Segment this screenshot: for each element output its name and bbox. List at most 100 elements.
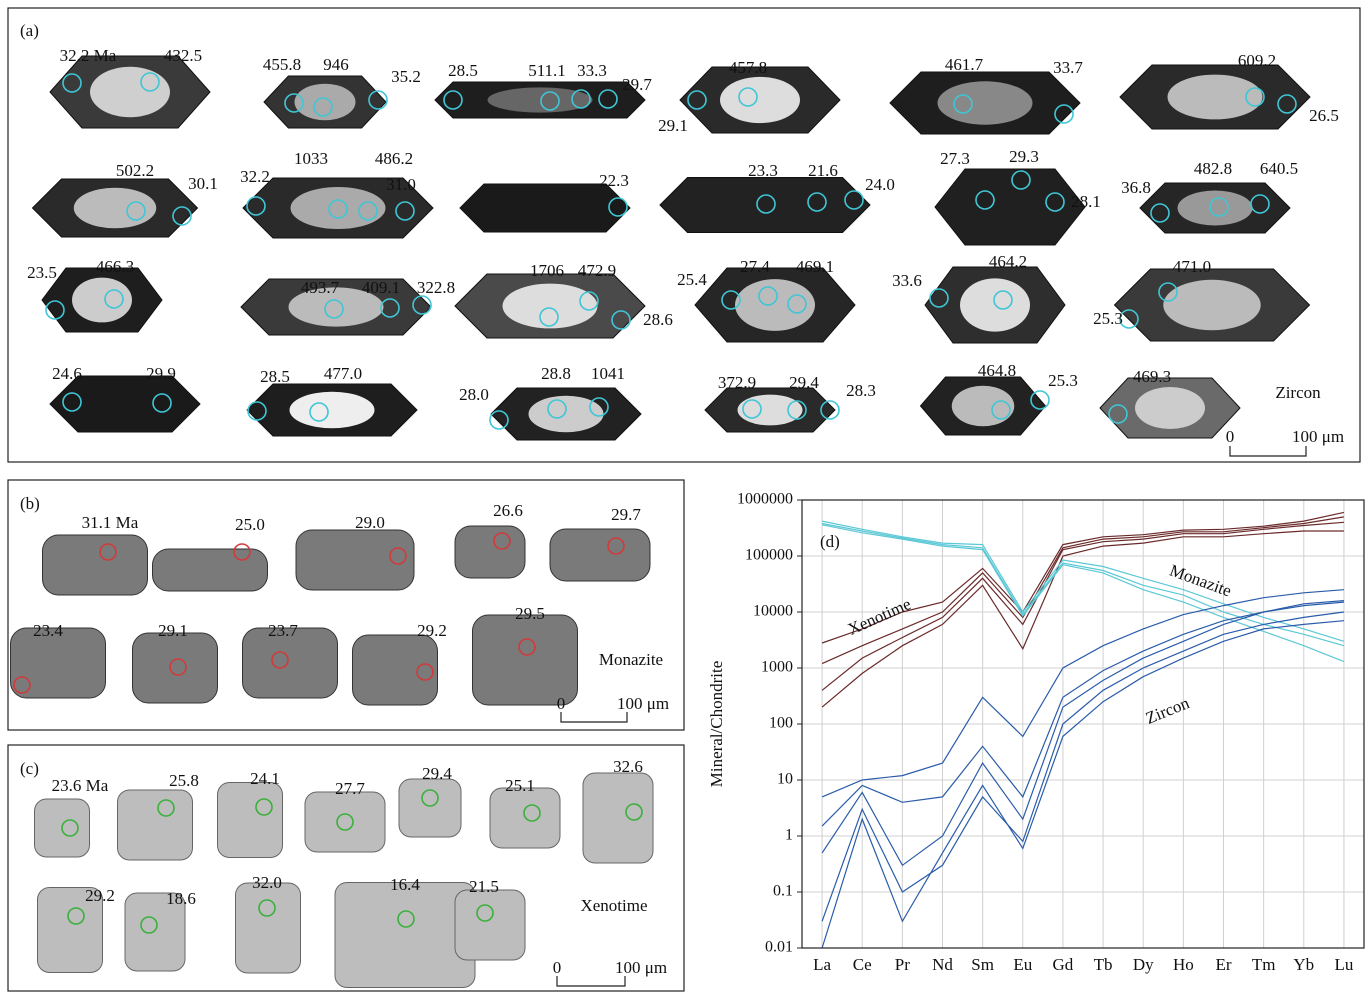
x-tick-label: Lu: [1334, 955, 1353, 974]
age-label: 27.7: [335, 779, 365, 798]
scale-bars: [557, 446, 1306, 986]
y-tick-label: 10000: [753, 603, 793, 620]
scale-label: 100 μm: [615, 958, 667, 977]
age-label: 32.2: [240, 167, 270, 186]
age-label: 466.3: [96, 257, 134, 276]
y-tick-label: 1000: [761, 659, 793, 676]
age-label: 28.8: [541, 364, 571, 383]
y-tick-label: 0.01: [765, 939, 793, 956]
y-tick-label: 1: [785, 827, 793, 844]
ree-line: [822, 602, 1344, 865]
age-label: 27.4: [740, 257, 770, 276]
grain-core: [1168, 75, 1263, 120]
age-label: 477.0: [324, 364, 362, 383]
age-label: 21.5: [469, 877, 499, 896]
page: 32.2 Ma432.5455.894635.228.5511.133.329.…: [0, 0, 1368, 995]
age-label: 25.4: [677, 270, 707, 289]
age-label: 432.5: [164, 46, 202, 65]
age-label: 29.1: [158, 621, 188, 640]
xenotime-grain: [118, 790, 193, 860]
panel-label: (c): [20, 759, 39, 778]
scale-bar: [557, 976, 625, 986]
age-label: 471.0: [1173, 257, 1211, 276]
age-label: 464.2: [989, 252, 1027, 271]
age-label: 1041: [591, 364, 625, 383]
xenotime-grain: [399, 779, 461, 837]
age-label: 25.1: [505, 776, 535, 795]
age-label: 24.6: [52, 364, 82, 383]
age-label: 455.8: [263, 55, 301, 74]
xenotime-grain: [583, 773, 653, 863]
zircon-grain: [50, 376, 200, 432]
x-tick-label: Pr: [895, 955, 910, 974]
age-label: 25.3: [1093, 309, 1123, 328]
scale-label: 0: [553, 958, 562, 977]
x-tick-label: Eu: [1013, 955, 1032, 974]
age-label: 29.2: [85, 886, 115, 905]
x-tick-label: Gd: [1053, 955, 1074, 974]
grain-core: [720, 77, 800, 123]
grain-core: [1178, 191, 1253, 226]
monazite-grain: [550, 529, 650, 581]
age-label: 25.8: [169, 771, 199, 790]
scale-label: 100 μm: [617, 694, 669, 713]
age-label: 493.7: [301, 278, 340, 297]
age-label: 1033: [294, 149, 328, 168]
age-label: 32.6: [613, 757, 643, 776]
zircon-grain: [460, 184, 630, 232]
grain-core: [290, 392, 375, 428]
age-label: 26.6: [493, 501, 523, 520]
ree-line: [822, 524, 1344, 646]
age-label: 29.3: [1009, 147, 1039, 166]
mineral-label: Xenotime: [580, 896, 647, 915]
age-label: 946: [323, 55, 349, 74]
age-label: 18.6: [166, 889, 196, 908]
age-label: 29.4: [789, 373, 819, 392]
age-label: 29.0: [355, 513, 385, 532]
age-label: 33.3: [577, 61, 607, 80]
age-label: 28.6: [643, 310, 673, 329]
scale-bar: [561, 712, 627, 722]
age-label: 482.8: [1194, 159, 1232, 178]
grain-core: [738, 395, 803, 426]
monazite-grain: [133, 633, 218, 703]
age-label: 409.1: [362, 278, 400, 297]
panel-label: (b): [20, 494, 40, 513]
series-annotation: Zircon: [1143, 693, 1193, 728]
age-label: 27.3: [940, 149, 970, 168]
xenotime-grain: [305, 792, 385, 852]
y-tick-label: 100000: [745, 547, 793, 564]
age-label: 1706: [530, 261, 564, 280]
xenotime-grain: [455, 890, 525, 960]
age-label: 16.4: [390, 875, 420, 894]
ree-line: [822, 621, 1344, 948]
grain-core: [952, 386, 1015, 427]
mineral-label: Zircon: [1275, 383, 1321, 402]
scale-label: 100 μm: [1292, 427, 1344, 446]
grain-core: [1135, 387, 1205, 429]
grain-core: [503, 284, 598, 329]
monazite-grain: [473, 615, 578, 705]
xenotime-grain: [236, 883, 301, 973]
age-label: 511.1: [528, 61, 566, 80]
x-tick-label: Sm: [971, 955, 994, 974]
age-label: 30.1: [188, 174, 218, 193]
ree-line: [822, 531, 1344, 707]
age-label: 29.1: [658, 116, 688, 135]
age-label: 25.3: [1048, 371, 1078, 390]
age-label: 464.8: [978, 361, 1016, 380]
age-label: 21.6: [808, 161, 838, 180]
monazite-grain: [353, 635, 438, 705]
age-label: 372.9: [718, 373, 756, 392]
age-label: 36.8: [1121, 178, 1151, 197]
monazite-grain: [43, 535, 148, 595]
scale-label: 0: [557, 694, 566, 713]
age-label: 23.4: [33, 621, 63, 640]
grain-core: [938, 81, 1033, 124]
age-label: 322.8: [417, 278, 455, 297]
x-tick-label: Nd: [932, 955, 953, 974]
age-label: 25.0: [235, 515, 265, 534]
age-label: 24.1: [250, 769, 280, 788]
grain-core: [291, 187, 386, 229]
age-label: 24.0: [865, 175, 895, 194]
